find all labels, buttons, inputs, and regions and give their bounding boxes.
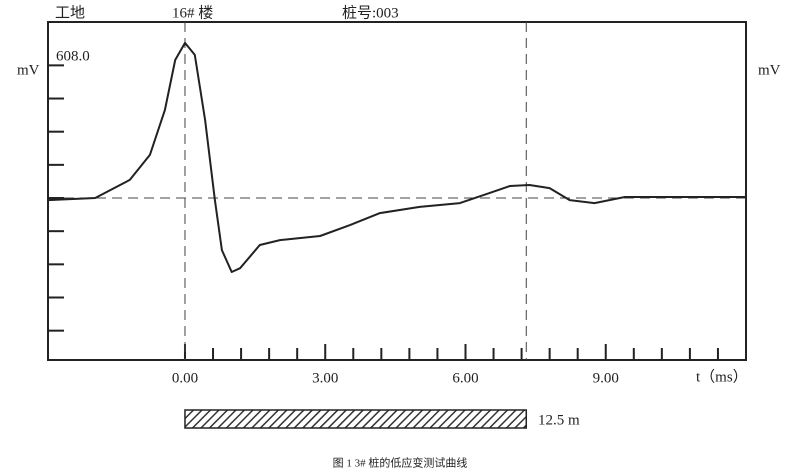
header-site: 工地: [55, 4, 85, 21]
x-tick-label: 6.00: [452, 370, 478, 386]
caption: 图 1 3# 桩的低应变测试曲线: [333, 456, 468, 470]
plot-frame: [47, 21, 747, 361]
x-tick-label: 3.00: [312, 370, 338, 386]
pile-length-label: 12.5 m: [538, 412, 580, 428]
x-axis-label: t（ms）: [696, 368, 748, 385]
signal-line: [47, 41, 746, 273]
y-unit-left: mV: [17, 62, 40, 78]
x-tick-label: 0.00: [172, 370, 198, 386]
header-building: 16# 楼: [172, 4, 213, 21]
x-tick-label: 9.00: [593, 370, 619, 386]
header-pile: 桩号:003: [342, 4, 399, 21]
pile-bar: [184, 409, 528, 429]
peak-label: 608.0: [56, 48, 90, 64]
y-unit-right: mV: [758, 62, 781, 78]
